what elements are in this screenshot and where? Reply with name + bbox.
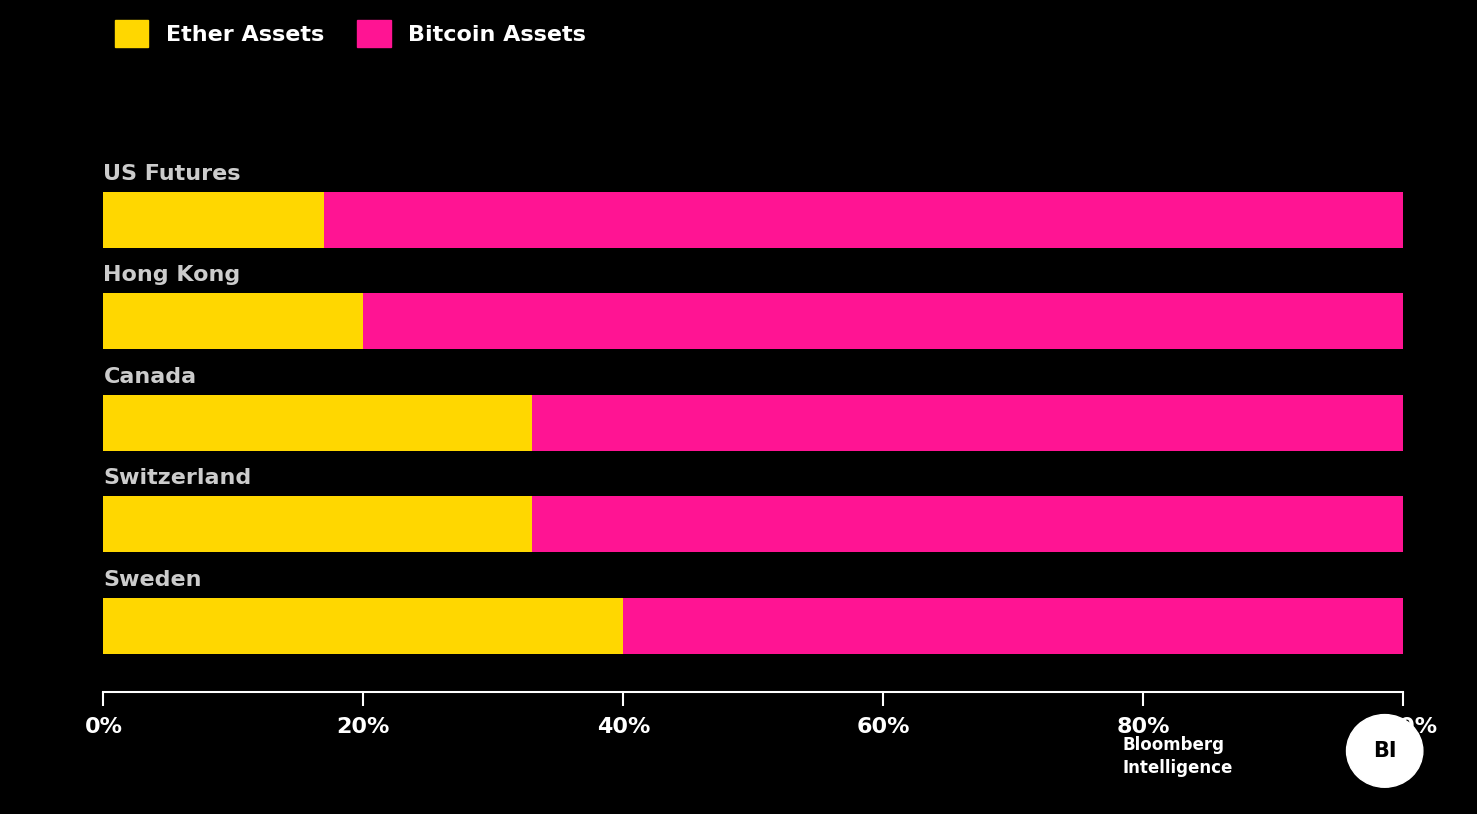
Bar xyxy=(532,395,1403,451)
Text: Hong Kong: Hong Kong xyxy=(103,265,241,285)
Text: Sweden: Sweden xyxy=(103,570,202,590)
Bar xyxy=(103,293,363,349)
Bar xyxy=(103,497,532,552)
Legend: Ether Assets, Bitcoin Assets: Ether Assets, Bitcoin Assets xyxy=(115,20,586,46)
Bar xyxy=(532,497,1403,552)
Text: Bloomberg
Intelligence: Bloomberg Intelligence xyxy=(1123,736,1233,777)
Text: US Futures: US Futures xyxy=(103,164,241,183)
Text: BI: BI xyxy=(1374,741,1396,761)
Text: Switzerland: Switzerland xyxy=(103,468,251,488)
Circle shape xyxy=(1347,715,1422,787)
Bar xyxy=(103,598,623,654)
Text: Canada: Canada xyxy=(103,366,196,387)
Bar xyxy=(363,293,1403,349)
Bar xyxy=(623,598,1403,654)
Bar xyxy=(103,395,532,451)
Bar xyxy=(325,191,1403,247)
Bar xyxy=(103,191,325,247)
